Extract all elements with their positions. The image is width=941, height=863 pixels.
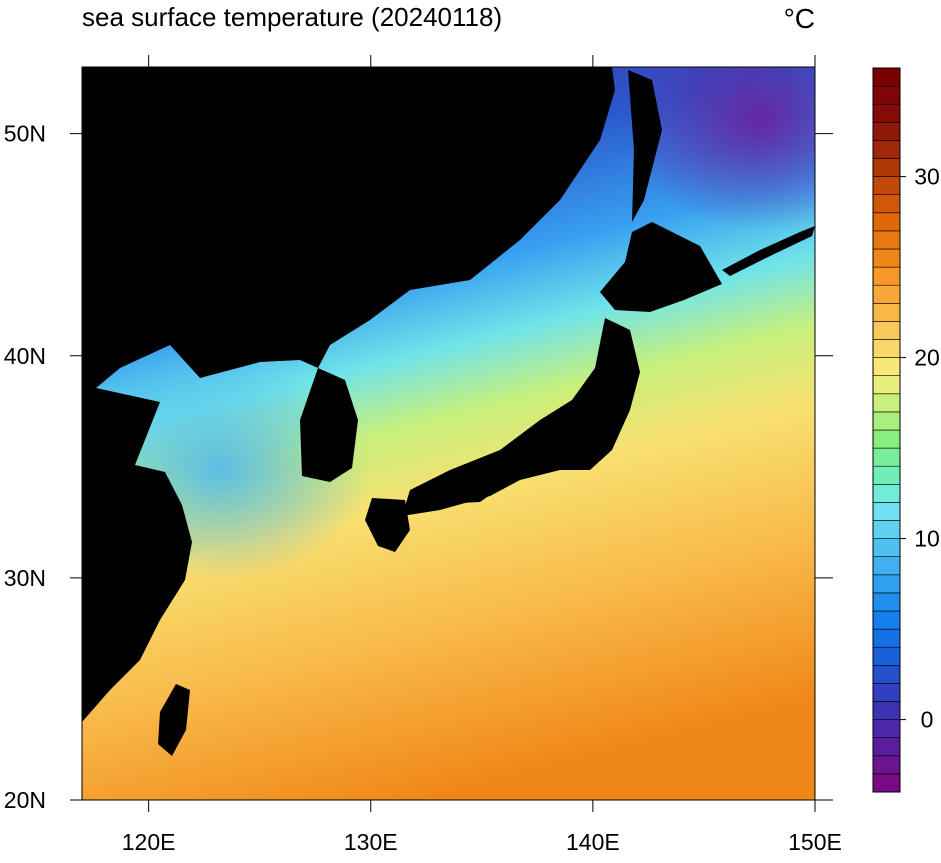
colorbar-box bbox=[872, 556, 901, 576]
colorbar-box bbox=[872, 248, 901, 268]
colorbar-box bbox=[872, 266, 901, 286]
chart-title: sea surface temperature (20240118) bbox=[82, 2, 502, 32]
sakhalin bbox=[628, 70, 662, 222]
kuril-islands bbox=[722, 226, 815, 276]
colorbar-box bbox=[872, 592, 901, 612]
colorbar-box bbox=[872, 176, 901, 196]
x-tick-label: 130E bbox=[344, 829, 398, 855]
colorbar-box bbox=[872, 628, 901, 648]
colorbar-box bbox=[872, 574, 901, 594]
honshu bbox=[402, 318, 640, 516]
colorbar-box bbox=[872, 194, 901, 214]
korea bbox=[300, 368, 358, 482]
colorbar-box bbox=[872, 429, 901, 449]
colorbar-box bbox=[872, 375, 901, 395]
colorbar-box bbox=[872, 393, 901, 413]
colorbar-box bbox=[872, 122, 901, 141]
colorbar-box bbox=[872, 773, 901, 793]
unit-label: °C bbox=[784, 3, 815, 34]
y-tick-label: 20N bbox=[4, 787, 46, 813]
colorbar-box bbox=[872, 755, 901, 775]
colorbar-tick-label: 30 bbox=[914, 164, 940, 190]
colorbar-box bbox=[872, 447, 901, 467]
map-field bbox=[82, 67, 815, 800]
colorbar-box bbox=[872, 67, 901, 87]
colorbar-box bbox=[872, 321, 901, 340]
colorbar-box bbox=[872, 339, 901, 358]
colorbar-box bbox=[872, 483, 901, 503]
colorbar-box bbox=[872, 158, 901, 177]
colorbar-box bbox=[872, 646, 901, 666]
colorbar-box bbox=[872, 140, 901, 159]
cold-region bbox=[620, 67, 815, 230]
x-tick-label: 140E bbox=[566, 829, 620, 855]
colorbar-box bbox=[872, 85, 901, 105]
colorbar-box bbox=[872, 719, 901, 738]
colorbar-box bbox=[872, 103, 901, 123]
taiwan bbox=[158, 684, 190, 756]
colorbar-box bbox=[872, 284, 901, 304]
colorbar: 0 10 20 30 bbox=[872, 67, 940, 793]
colorbar-tick-label: 0 bbox=[921, 707, 934, 733]
x-tick-label: 120E bbox=[122, 829, 176, 855]
x-tick-label: 150E bbox=[788, 829, 842, 855]
colorbar-box bbox=[872, 701, 901, 720]
y-tick-label: 40N bbox=[4, 343, 46, 369]
colorbar-box bbox=[872, 502, 901, 521]
colorbar-frame bbox=[872, 67, 901, 793]
colorbar-box bbox=[872, 664, 901, 684]
map-frame bbox=[81, 66, 816, 801]
y-tick-label: 30N bbox=[4, 565, 46, 591]
colorbar-box bbox=[872, 683, 901, 702]
colorbar-box bbox=[872, 411, 901, 431]
colorbar-box bbox=[872, 230, 901, 250]
colorbar-tick-label: 20 bbox=[914, 345, 940, 371]
colorbar-box bbox=[872, 538, 901, 557]
kyushu bbox=[365, 498, 410, 552]
shikoku bbox=[430, 476, 500, 504]
mainland bbox=[82, 67, 615, 722]
colorbar-box bbox=[872, 520, 901, 539]
hokkaido bbox=[600, 222, 722, 312]
colorbar-box bbox=[872, 302, 901, 322]
colorbar-box bbox=[872, 610, 901, 630]
colorbar-box bbox=[872, 212, 901, 232]
colorbar-box bbox=[872, 737, 901, 757]
colorbar-tick-label: 10 bbox=[914, 526, 940, 552]
colorbar-box bbox=[872, 357, 901, 377]
colorbar-box bbox=[872, 465, 901, 485]
axes: 120E 130E 140E 150E 20N 30N 40N 50N bbox=[4, 55, 842, 855]
y-tick-label: 50N bbox=[4, 121, 46, 147]
